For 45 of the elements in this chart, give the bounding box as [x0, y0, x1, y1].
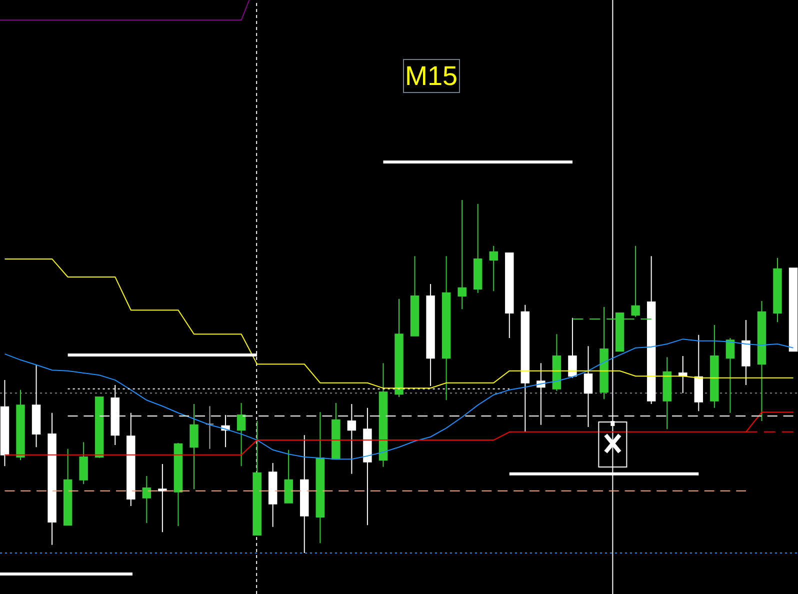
candlestick: [426, 284, 435, 387]
candlestick: [378, 362, 388, 468]
candlestick: [316, 412, 325, 544]
candlestick: [63, 448, 72, 526]
candlestick: [726, 338, 735, 414]
candlestick: [568, 317, 577, 378]
candlestick: [458, 200, 466, 310]
candlestick: [600, 306, 608, 400]
candlestick: [505, 252, 514, 339]
candlestick: [788, 268, 798, 352]
candlestick: [410, 256, 420, 336]
candlestick: [236, 402, 246, 467]
candlestick: [347, 404, 356, 474]
candlestick: [284, 449, 293, 504]
candlestick: [631, 245, 640, 318]
candlestick: [742, 320, 750, 386]
candlestick: [300, 434, 309, 554]
candlestick: [268, 462, 278, 528]
text: M15: [405, 61, 458, 91]
candlestick: [489, 245, 498, 292]
candlestick: [394, 298, 404, 398]
candlestick: [190, 404, 198, 490]
candlestick: [442, 256, 451, 401]
candlestick: [757, 300, 766, 422]
candlestick: [174, 442, 183, 527]
candlestick: [205, 406, 214, 450]
candlestick: [678, 356, 688, 394]
candlestick: [16, 389, 25, 461]
candlestick: [79, 442, 88, 485]
candlestick: [646, 256, 656, 405]
candlestick: [0, 380, 10, 467]
candlestick: [142, 476, 152, 524]
candlestick: [694, 334, 704, 412]
candlestick: [710, 324, 719, 408]
candlestick: [48, 412, 56, 546]
candlestick: [552, 334, 562, 392]
candlestick: [363, 407, 372, 526]
candlestick: [252, 420, 262, 536]
candlestick: [473, 203, 482, 294]
candlestick: [662, 356, 672, 430]
candlestick: [32, 364, 41, 448]
candlestick: [332, 402, 340, 460]
candlestick: [158, 464, 167, 533]
candlestick: [773, 257, 782, 323]
candlestick: [94, 396, 104, 459]
